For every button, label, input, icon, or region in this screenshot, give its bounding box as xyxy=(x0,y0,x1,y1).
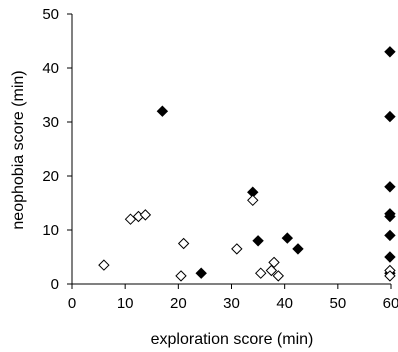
x-tick-label: 30 xyxy=(223,295,240,312)
filled-diamond-point xyxy=(384,251,396,263)
y-tick-label: 30 xyxy=(42,114,59,131)
y-tick-label: 20 xyxy=(42,168,59,185)
filled-diamond-point xyxy=(281,232,294,244)
open-diamond-point xyxy=(98,259,110,271)
filled-diamond-point xyxy=(384,110,396,123)
filled-diamond-point xyxy=(252,235,264,247)
open-diamond-point xyxy=(231,243,243,255)
filled-diamond-point xyxy=(156,105,169,117)
open-diamond-point xyxy=(272,270,284,282)
y-tick-label: 0 xyxy=(51,276,59,293)
open-diamond-point xyxy=(268,256,280,269)
open-diamond-point xyxy=(384,270,396,282)
x-tick-label: 60 xyxy=(383,295,398,312)
filled-diamond-point xyxy=(384,181,396,193)
y-axis-title: neophobia score (min) xyxy=(10,70,27,229)
y-tick-label: 10 xyxy=(42,222,59,239)
y-tick-label: 50 xyxy=(42,6,59,23)
y-tick-label: 40 xyxy=(42,60,59,77)
data-points xyxy=(98,46,396,282)
filled-diamond-point xyxy=(384,229,396,242)
filled-diamond-point xyxy=(292,243,304,255)
x-axis-title: exploration score (min) xyxy=(151,331,314,348)
x-tick-label: 20 xyxy=(170,295,187,312)
axes xyxy=(71,14,391,285)
open-diamond-point xyxy=(255,267,267,279)
open-diamond-point xyxy=(265,264,278,277)
filled-diamond-point xyxy=(195,267,207,279)
x-tick-label: 50 xyxy=(329,295,346,312)
x-tick-label: 0 xyxy=(68,295,76,312)
open-diamond-point xyxy=(247,194,259,207)
open-diamond-point xyxy=(139,209,152,221)
filled-diamond-point xyxy=(384,46,396,58)
open-diamond-point xyxy=(177,237,190,250)
ticks: 0 10 20 30 40 50 60 0 10 20 30 40 50 xyxy=(42,6,398,312)
x-tick-label: 40 xyxy=(276,295,293,312)
x-tick-label: 10 xyxy=(117,295,134,312)
filled-diamond-point xyxy=(384,210,396,223)
open-diamond-point xyxy=(175,270,187,282)
